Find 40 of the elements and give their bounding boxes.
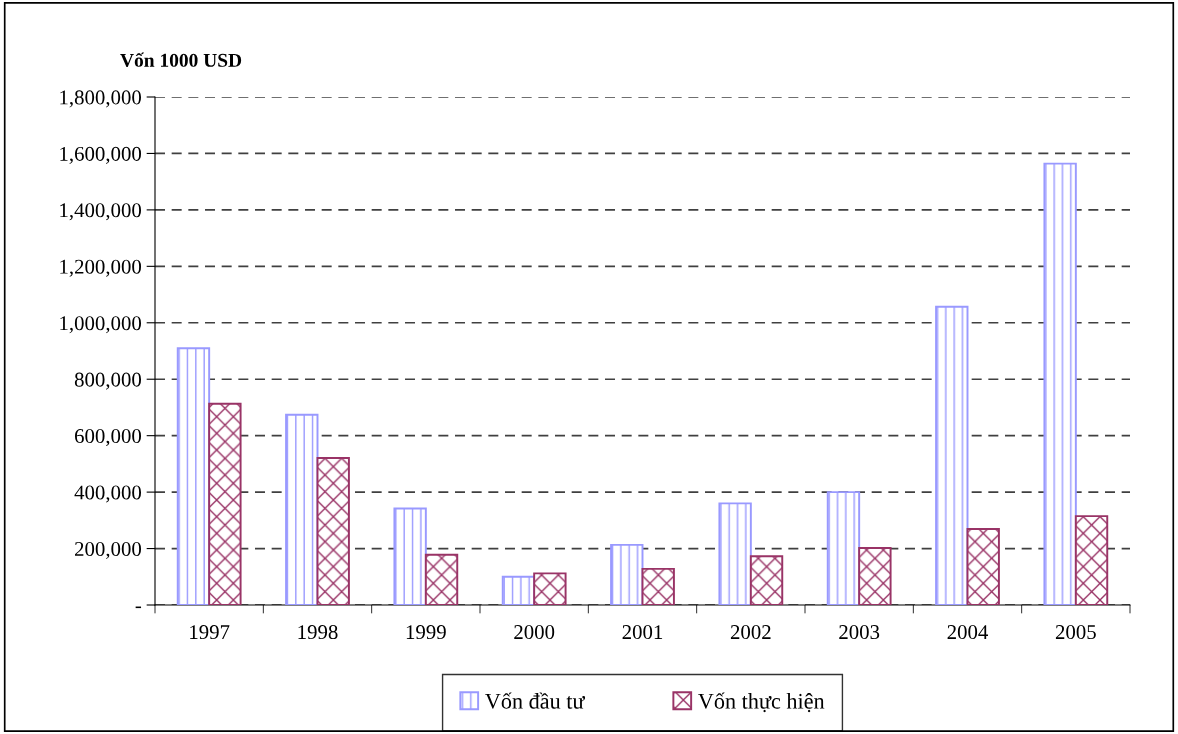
y-tick-label: 800,000 (74, 372, 142, 390)
y-axis-title: Vốn 1000 USD (120, 52, 242, 67)
x-tick-label: 1999 (406, 625, 446, 640)
legend-label: Vốn đầu tư (485, 692, 586, 709)
bar (610, 543, 644, 605)
bar (718, 502, 752, 605)
bar (208, 402, 242, 605)
x-tick-label: 1997 (190, 625, 230, 640)
legend-label: Vốn thực hiện (698, 692, 825, 713)
y-tick-label: - (135, 606, 142, 609)
bar (393, 507, 427, 605)
bar (858, 547, 892, 605)
y-tick-label: 1,000,000 (60, 316, 142, 334)
y-tick-label: 1,600,000 (60, 146, 142, 164)
y-tick-label: 600,000 (74, 429, 142, 447)
x-tick-label: 2004 (947, 625, 989, 640)
bar (533, 572, 567, 605)
bar (966, 528, 1000, 605)
y-tick-label: 400,000 (74, 485, 142, 503)
x-tick-label: 2001 (622, 625, 663, 640)
x-tick-label: 2002 (730, 625, 771, 640)
x-tick-label: 1998 (298, 625, 338, 640)
y-tick-label: 200,000 (75, 541, 142, 559)
x-tick-label: 2003 (839, 625, 880, 640)
bar (176, 347, 211, 605)
x-tick-label: 2000 (514, 625, 555, 640)
bar (1074, 515, 1109, 605)
y-tick-label: 1,800,000 (60, 90, 142, 108)
bar (641, 567, 675, 605)
bar (1043, 162, 1077, 605)
bar (316, 456, 350, 605)
y-tick-label: 1,400,000 (60, 203, 142, 221)
bar (501, 575, 536, 605)
bar (424, 553, 459, 605)
bar (285, 413, 319, 605)
bar (826, 491, 861, 605)
bar (935, 305, 969, 605)
x-tick-label: 2005 (1055, 625, 1096, 640)
bar (749, 555, 784, 605)
y-tick-label: 1,200,000 (60, 259, 142, 277)
